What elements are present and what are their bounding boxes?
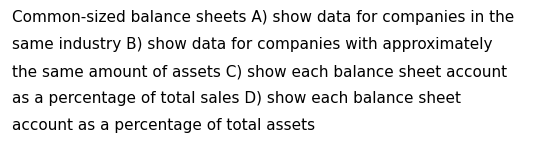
Text: account as a percentage of total assets: account as a percentage of total assets bbox=[12, 118, 315, 133]
Text: Common-sized balance sheets A) show data for companies in the: Common-sized balance sheets A) show data… bbox=[12, 10, 514, 25]
Text: as a percentage of total sales D) show each balance sheet: as a percentage of total sales D) show e… bbox=[12, 91, 461, 106]
Text: same industry B) show data for companies with approximately: same industry B) show data for companies… bbox=[12, 37, 493, 52]
Text: the same amount of assets C) show each balance sheet account: the same amount of assets C) show each b… bbox=[12, 64, 507, 79]
